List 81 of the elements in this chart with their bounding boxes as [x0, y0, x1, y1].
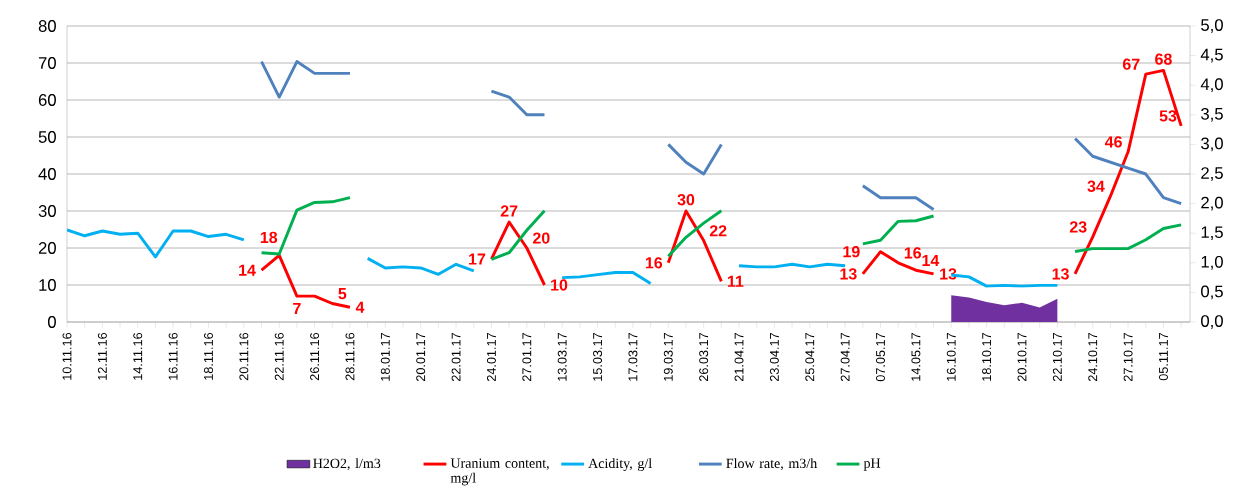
- y-tick-label: 20: [38, 242, 56, 254]
- x-tick-label: 15.03.17: [593, 333, 603, 381]
- x-tick-label: 25.04.17: [805, 333, 815, 382]
- x-tick-label: 28.11.16: [345, 332, 355, 381]
- y-tick-label: 10: [39, 279, 56, 291]
- data-label: 17: [469, 253, 486, 265]
- x-tick-label: 20.01.17: [416, 333, 426, 382]
- x-tick-label: 22.10.17: [1052, 333, 1062, 382]
- data-label: 14: [239, 264, 256, 276]
- y-tick-label: 40: [38, 168, 56, 180]
- data-label: 10: [551, 279, 568, 291]
- y2-tick-label: 1,0: [1201, 255, 1223, 270]
- y-tick-label: 80: [38, 20, 56, 32]
- x-tick-label: 19.03.17: [663, 333, 673, 381]
- y2-tick-label: 4,0: [1200, 78, 1223, 93]
- y2-tick-label: 3,0: [1201, 137, 1223, 152]
- data-label: 11: [727, 275, 744, 287]
- data-label: 30: [677, 194, 695, 206]
- x-tick-label: 24.01.17: [486, 333, 496, 382]
- data-label: 68: [1155, 53, 1172, 65]
- data-label: 13: [840, 268, 857, 280]
- x-tick-label: 27.10.17: [1123, 333, 1133, 382]
- x-tick-label: 07.05.17: [876, 333, 885, 382]
- data-label: 14: [922, 254, 940, 266]
- data-label: 46: [1104, 136, 1122, 148]
- x-tick-label: 14.05.17: [911, 333, 921, 381]
- x-tick-label: 13.03.17: [557, 333, 567, 381]
- data-label: 16: [904, 247, 922, 259]
- x-tick-label: 18.01.17: [380, 333, 390, 381]
- y2-tick-label: 0,5: [1201, 285, 1223, 300]
- y-tick-label: 30: [38, 205, 56, 217]
- data-label: 7: [293, 303, 301, 315]
- x-tick-label: 21.04.17: [734, 333, 744, 382]
- x-tick-label: 17.03.17: [628, 333, 638, 381]
- data-label: 5: [338, 288, 347, 300]
- x-tick-label: 12.11.16: [97, 332, 107, 380]
- x-tick-label: 05.11.17: [1158, 333, 1168, 381]
- data-label: 16: [645, 257, 663, 269]
- data-label: 34: [1087, 180, 1105, 192]
- x-tick-label: 16.11.16: [168, 332, 178, 380]
- y2-tick-label: 1,5: [1201, 226, 1223, 240]
- data-label: 4: [355, 301, 365, 313]
- data-label: 13: [1052, 268, 1069, 280]
- data-label: 18: [260, 231, 278, 244]
- x-tick-label: 20.11.16: [239, 332, 249, 381]
- x-tick-label: 16.10.17: [946, 333, 956, 381]
- x-tick-label: 23.04.17: [769, 333, 779, 382]
- legend-label: pH: [863, 458, 881, 471]
- data-label: 27: [500, 205, 518, 217]
- x-tick-label: 27.04.17: [840, 333, 850, 382]
- x-tick-label: 18.11.16: [204, 332, 213, 380]
- x-tick-label: 22.11.16: [274, 332, 284, 381]
- y2-tick-label: 5,0: [1201, 19, 1223, 33]
- x-tick-label: 10.11.16: [62, 332, 72, 380]
- x-tick-label: 26.11.16: [310, 332, 320, 381]
- x-tick-label: 26.03.17: [699, 333, 709, 382]
- data-label: 53: [1159, 110, 1177, 122]
- x-tick-label: 18.10.17: [982, 333, 992, 381]
- x-tick-label: 20.10.17: [1017, 333, 1027, 382]
- x-tick-label: 22.01.17: [451, 333, 461, 382]
- y2-tick-label: 2,5: [1201, 167, 1223, 181]
- y-tick-label: 50: [38, 131, 56, 143]
- y2-tick-label: 4,5: [1200, 48, 1223, 63]
- y2-tick-label: 2,0: [1201, 196, 1223, 211]
- data-label: 23: [1069, 221, 1087, 233]
- y2-tick-label: 3,5: [1201, 107, 1223, 122]
- data-label: 67: [1122, 58, 1140, 70]
- x-tick-label: 27.01.17: [522, 333, 532, 382]
- data-label: 22: [709, 225, 727, 237]
- legend-label: H2O2, l/m3: [313, 458, 381, 471]
- y-tick-label: 60: [38, 94, 56, 106]
- data-label: 19: [843, 246, 860, 258]
- y2-tick-label: 0,0: [1201, 315, 1223, 329]
- x-tick-label: 14.11.16: [133, 332, 143, 380]
- x-tick-label: 24.10.17: [1088, 333, 1098, 382]
- legend-label: Uranium content, mg/l: [450, 458, 549, 486]
- y-tick-label: 70: [38, 57, 56, 69]
- y-tick-label: 0: [47, 316, 56, 328]
- legend-label: Acidity, g/l: [588, 458, 652, 471]
- legend-label: Flow rate, m3/h: [726, 458, 818, 471]
- data-label: 20: [532, 232, 550, 244]
